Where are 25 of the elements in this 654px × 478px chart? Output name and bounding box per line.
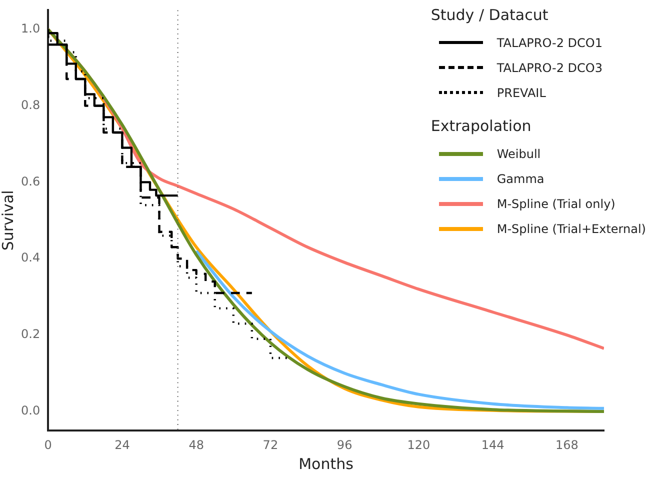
legend-label: Gamma [496,172,544,186]
x-tick-label: 0 [44,438,52,452]
x-tick-label: 96 [336,438,352,452]
annotation: Extrapolation [430,117,532,135]
y-tick-label: 0.2 [20,327,40,342]
x-tick-label: 72 [262,438,278,452]
y-tick-label: 0.6 [20,174,40,188]
x-tick-label: 168 [555,438,578,452]
legend-label: TALAPRO-2 DCO3 [496,60,602,74]
y-tick-label: 0.4 [20,250,40,265]
legend-label: PREVAIL [496,86,546,100]
x-axis-title: Months [298,454,354,473]
y-axis-title: Survival [0,190,17,251]
y-tick-label: 1.0 [20,21,40,36]
y-tick-label: 0.8 [20,98,40,112]
x-tick-label: 48 [188,438,204,452]
legend-label: TALAPRO-2 DCO1 [496,36,602,50]
x-tick-label: 24 [114,438,130,452]
legend-label: Weibull [496,146,541,160]
legend-label: M-Spline (Trial only) [496,196,616,210]
legend-label: M-Spline (Trial+External) [496,222,646,236]
x-tick-label: 144 [481,438,504,452]
y-tick-label: 0.0 [20,404,40,418]
x-tick-label: 120 [407,438,430,452]
legend-title: Study / Datacut [430,6,550,24]
